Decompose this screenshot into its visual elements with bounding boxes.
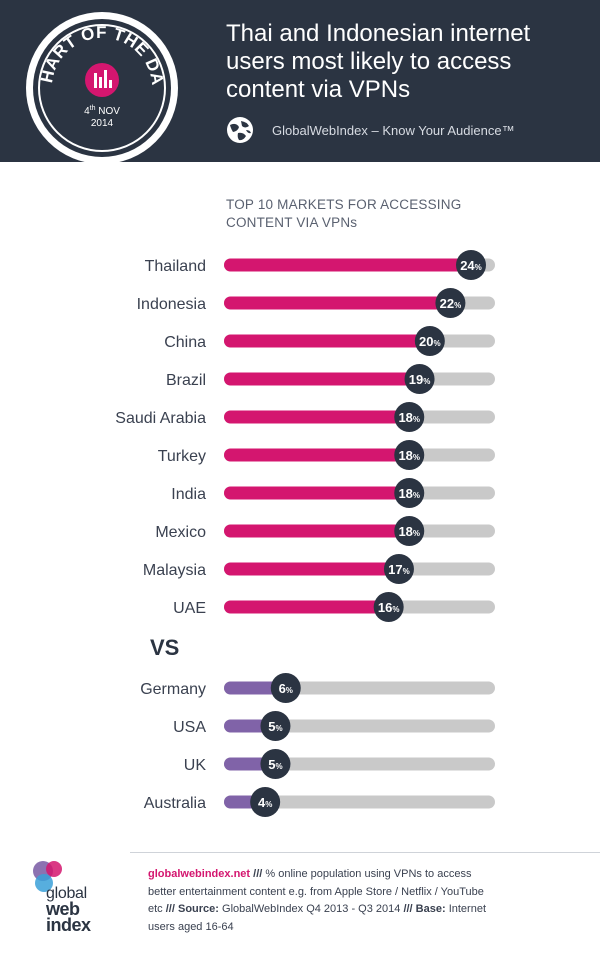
bar-china [224,334,430,348]
bar-track-australia [224,795,495,809]
value-label-indonesia: 22% [440,296,462,311]
footnote: globalwebindex.net /// % online populati… [148,866,494,936]
value-bubble-india [394,478,425,508]
value-bubble-china [414,326,445,356]
category-label-mexico: Mexico [155,524,206,541]
footnote-note: % online population using VPNs to access… [148,868,484,915]
category-label-uk: UK [184,757,207,774]
value-bubble-malaysia [383,554,414,584]
bar-brazil [224,372,420,386]
category-label-india: India [171,486,206,503]
value-label-india: 18% [398,486,420,501]
brand-line: GlobalWebIndex – Know Your Audience™ [226,116,515,144]
value-label-mexico: 18% [398,524,420,539]
category-label-turkey: Turkey [158,448,206,465]
title-line-1: Thai and Indonesian internet [226,20,531,47]
source-label: Source: [177,903,219,915]
globe-icon [227,117,253,143]
value-label-turkey: 18% [398,448,420,463]
value-label-thailand: 24% [460,258,482,273]
category-label-australia: Australia [144,795,206,812]
value-bubble-saudi-arabia [394,402,425,432]
badge-year: 2014 [91,118,114,129]
logo-word-global: global [46,885,87,902]
bar-uae [224,600,389,614]
value-label-brazil: 19% [409,372,431,387]
subtitle-line-2: CONTENT VIA VPNs [226,215,358,230]
bar-india [224,486,410,500]
category-label-thailand: Thailand [145,258,206,275]
value-bubble-australia [250,787,281,817]
logo-word-index: index [46,915,91,935]
value-bubble-brazil [404,364,435,394]
sep-3: /// [403,903,413,915]
value-label-usa: 5% [268,719,282,734]
value-bubble-indonesia [435,288,466,318]
badge-date: 4th NOV [84,105,120,117]
site-link[interactable]: globalwebindex.net [148,868,251,880]
footer-divider [130,852,600,853]
title-line-3: content via VPNs [226,76,411,103]
value-label-uae: 16% [378,600,400,615]
value-label-germany: 6% [279,681,293,696]
category-label-brazil: Brazil [166,372,206,389]
category-label-indonesia: Indonesia [137,296,206,313]
bar-saudi-arabia [224,410,410,424]
value-bubble-germany [270,673,301,703]
value-label-saudi-arabia: 18% [398,410,420,425]
brand-text: GlobalWebIndex – Know Your Audience™ [272,122,515,138]
value-label-uk: 5% [268,757,282,772]
globalwebindex-logo: global web index [30,858,120,938]
vs-label: VS [150,635,180,660]
sep-1: /// [253,868,263,880]
logo-dots-icon [33,861,62,892]
value-bubble-mexico [394,516,425,546]
value-bubble-turkey [394,440,425,470]
sep-2: /// [165,903,175,915]
vpn-bar-chart: Thailand 24% Indonesia 22% China 20% Brazil 19%… [115,250,495,817]
category-label-china: China [164,334,206,351]
value-label-china: 20% [419,334,441,349]
bar-germany [224,681,286,695]
category-label-usa: USA [173,719,206,736]
value-label-australia: 4% [258,795,272,810]
bar-malaysia [224,562,399,576]
category-label-malaysia: Malaysia [143,562,206,579]
category-label-uae: UAE [173,600,206,617]
bar-track-usa [224,719,495,733]
value-bubble-thailand [456,250,486,280]
value-bubble-usa [260,711,291,741]
category-label-germany: Germany [140,681,206,698]
logo-word-web: web [46,899,80,919]
chart-subtitle: TOP 10 MARKETS FOR ACCESSING CONTENT VIA… [226,196,461,232]
value-label-malaysia: 17% [388,562,410,577]
bar-mexico [224,524,410,538]
title-line-2: users most likely to access [226,48,512,75]
base-text: Internet users aged 16-64 [148,903,487,933]
bar-thailand [224,258,471,272]
page-title: Thai and Indonesian internet users most … [226,20,586,104]
bar-turkey [224,448,410,462]
source-text: GlobalWebIndex Q4 2013 - Q3 2014 [222,903,401,915]
header-banner: CHART OF THE DAY 4th NOV 2014 Thai and I… [0,0,600,162]
value-bubble-uae [373,592,404,622]
category-label-saudi-arabia: Saudi Arabia [115,410,206,427]
bar-indonesia [224,296,451,310]
bar-track-uk [224,757,495,771]
value-bubble-uk [260,749,291,779]
chart-of-the-day-badge: CHART OF THE DAY 4th NOV 2014 [0,0,178,162]
subtitle-line-1: TOP 10 MARKETS FOR ACCESSING [226,197,462,212]
base-label: Base: [415,903,446,915]
